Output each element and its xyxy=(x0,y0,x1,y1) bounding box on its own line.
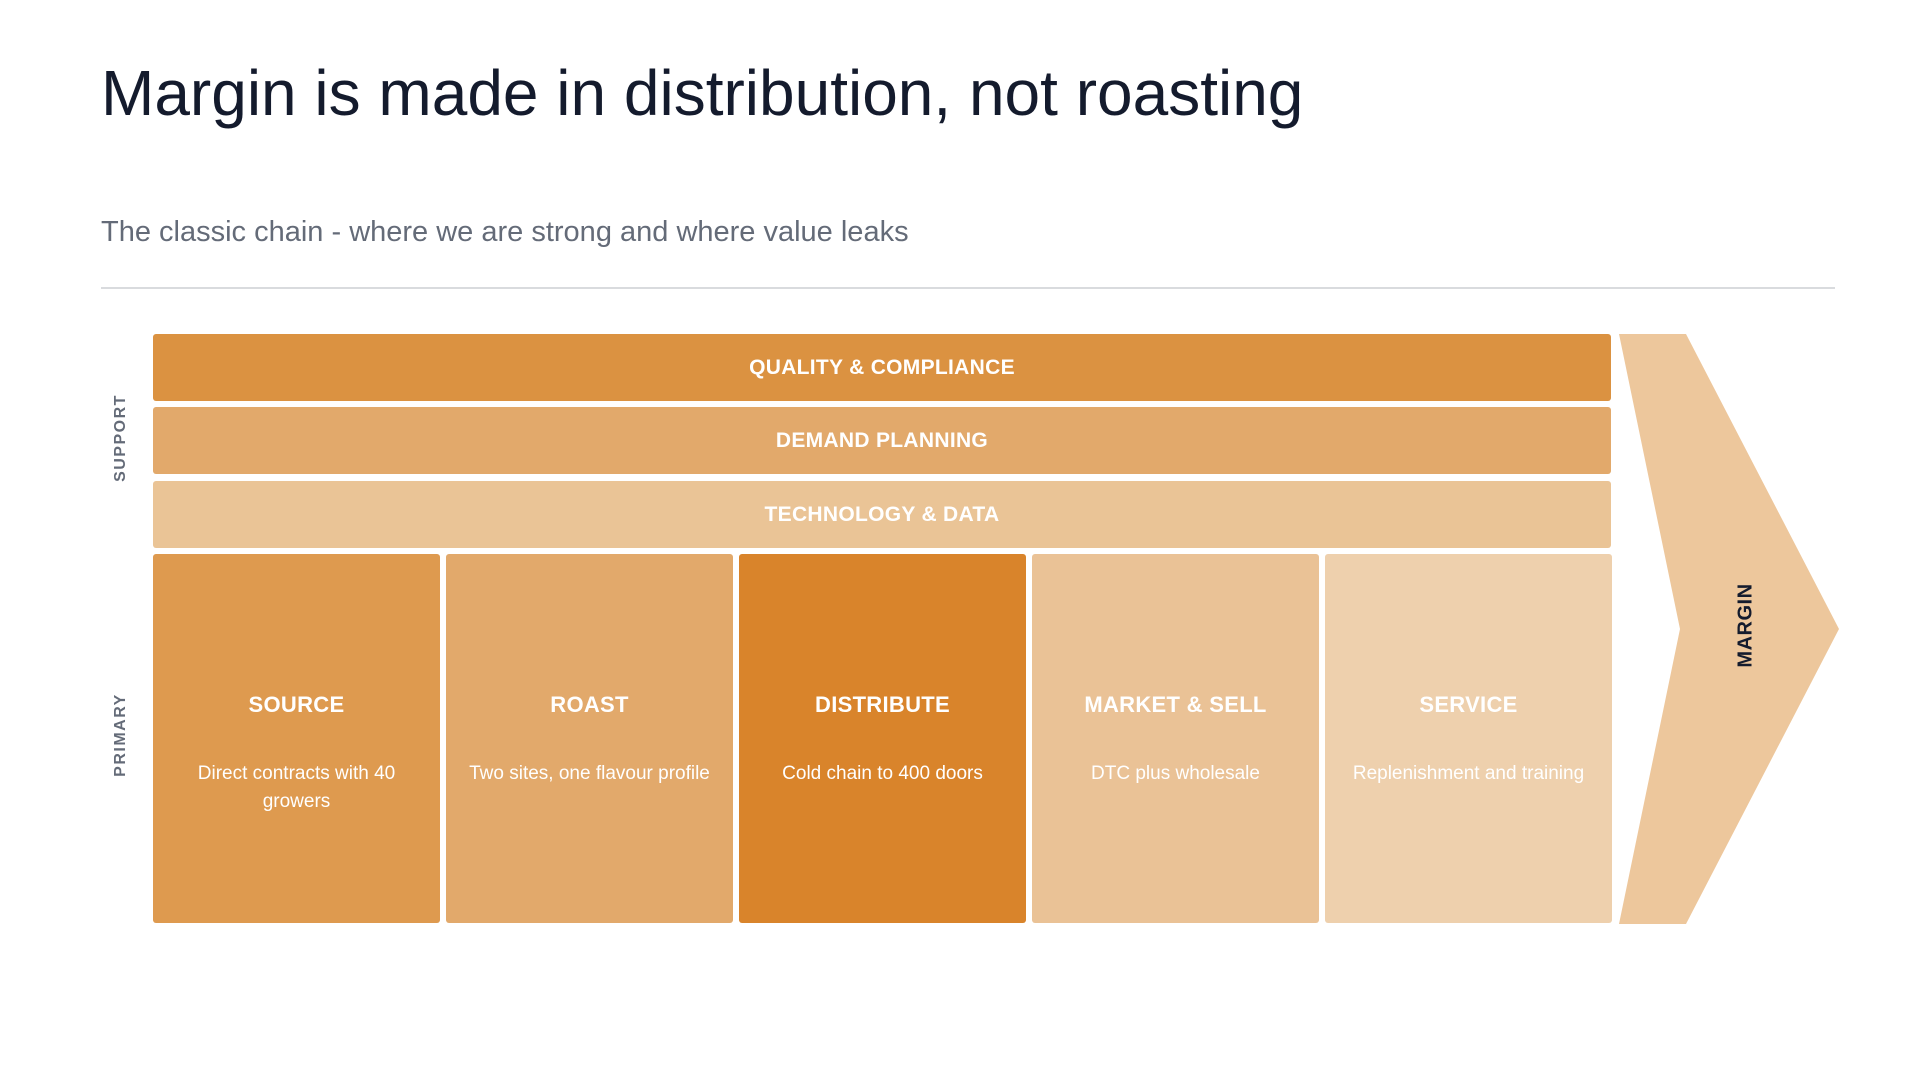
title-divider xyxy=(101,287,1835,289)
support-bar-label: QUALITY & COMPLIANCE xyxy=(749,355,1015,379)
margin-chevron xyxy=(1619,334,1839,924)
activity-description: Replenishment and training xyxy=(1352,763,1585,784)
activity-description: Direct contracts with 40 growers xyxy=(197,763,396,812)
page-title: Margin is made in distribution, not roas… xyxy=(101,57,1304,129)
primary-activity-distribute: DISTRIBUTE Cold chain to 400 doors xyxy=(739,554,1026,923)
primary-section-label: PRIMARY xyxy=(112,693,129,777)
primary-activity-service: SERVICE Replenishment and training xyxy=(1325,554,1612,923)
support-bar-demand-planning: DEMAND PLANNING xyxy=(153,407,1611,474)
activity-description: DTC plus wholesale xyxy=(1091,763,1260,784)
activity-title: DISTRIBUTE xyxy=(815,692,950,717)
primary-activity-market-sell: MARKET & SELL DTC plus wholesale xyxy=(1032,554,1319,923)
activity-title: ROAST xyxy=(550,692,629,717)
activity-title: MARKET & SELL xyxy=(1084,692,1267,717)
page-subtitle: The classic chain - where we are strong … xyxy=(101,216,909,248)
support-bar-label: DEMAND PLANNING xyxy=(775,428,989,452)
support-bar-label: TECHNOLOGY & DATA xyxy=(764,502,1000,526)
primary-activity-source: SOURCE Direct contracts with 40 growers xyxy=(153,554,440,923)
activity-description: Two sites, one flavour profile xyxy=(469,763,710,784)
support-bar-technology-data: TECHNOLOGY & DATA xyxy=(153,481,1611,548)
support-section-label: SUPPORT xyxy=(112,394,129,482)
activity-title: SERVICE xyxy=(1419,692,1518,717)
support-bar-quality-compliance: QUALITY & COMPLIANCE xyxy=(153,334,1611,401)
activity-description: Cold chain to 400 doors xyxy=(782,763,983,784)
margin-chevron-shape xyxy=(1619,334,1839,924)
activity-title: SOURCE xyxy=(248,692,345,717)
margin-label: MARGIN xyxy=(1734,583,1757,668)
primary-activity-roast: ROAST Two sites, one flavour profile xyxy=(446,554,733,923)
